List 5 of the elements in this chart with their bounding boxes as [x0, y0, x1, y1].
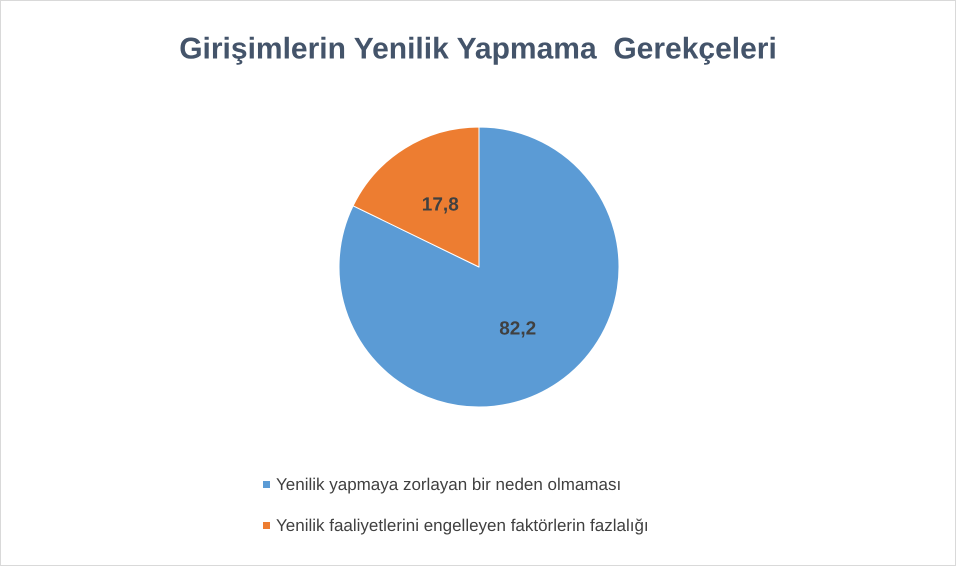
chart-title: Girişimlerin Yenilik Yapmama Gerekçeleri — [179, 32, 777, 66]
legend-label: Yenilik yapmaya zorlayan bir neden olmaması — [276, 475, 622, 494]
data-label: 17,8 — [422, 194, 459, 216]
legend-label: Yenilik faaliyetlerini engelleyen faktörlerin fazlalığı — [276, 516, 649, 535]
data-label: 82,2 — [499, 318, 536, 340]
